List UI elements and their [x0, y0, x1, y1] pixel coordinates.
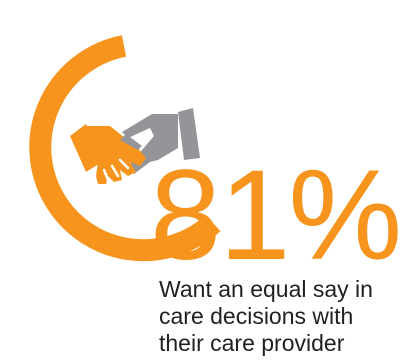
stat-caption: Want an equal say in care decisions with… [159, 276, 373, 356]
progress-arc [29, 35, 221, 262]
stat-value: 81% [150, 144, 402, 287]
handshake-icon [70, 108, 200, 184]
